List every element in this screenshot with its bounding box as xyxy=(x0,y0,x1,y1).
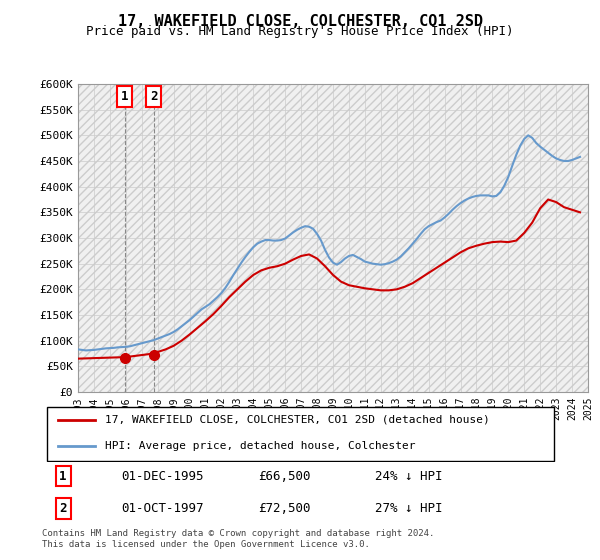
Text: 27% ↓ HPI: 27% ↓ HPI xyxy=(374,502,442,515)
Text: 17, WAKEFIELD CLOSE, COLCHESTER, CO1 2SD: 17, WAKEFIELD CLOSE, COLCHESTER, CO1 2SD xyxy=(118,14,482,29)
Text: 1: 1 xyxy=(59,470,67,483)
Text: Contains HM Land Registry data © Crown copyright and database right 2024.
This d: Contains HM Land Registry data © Crown c… xyxy=(42,529,434,549)
Text: 2: 2 xyxy=(59,502,67,515)
FancyBboxPatch shape xyxy=(47,407,554,461)
Text: 24% ↓ HPI: 24% ↓ HPI xyxy=(374,470,442,483)
Text: HPI: Average price, detached house, Colchester: HPI: Average price, detached house, Colc… xyxy=(106,441,416,451)
Text: 17, WAKEFIELD CLOSE, COLCHESTER, CO1 2SD (detached house): 17, WAKEFIELD CLOSE, COLCHESTER, CO1 2SD… xyxy=(106,415,490,425)
Text: £66,500: £66,500 xyxy=(259,470,311,483)
Text: 01-DEC-1995: 01-DEC-1995 xyxy=(121,470,204,483)
Text: £72,500: £72,500 xyxy=(259,502,311,515)
Text: Price paid vs. HM Land Registry's House Price Index (HPI): Price paid vs. HM Land Registry's House … xyxy=(86,25,514,38)
Text: 01-OCT-1997: 01-OCT-1997 xyxy=(121,502,204,515)
Text: 1: 1 xyxy=(121,90,128,103)
Text: 2: 2 xyxy=(150,90,157,103)
